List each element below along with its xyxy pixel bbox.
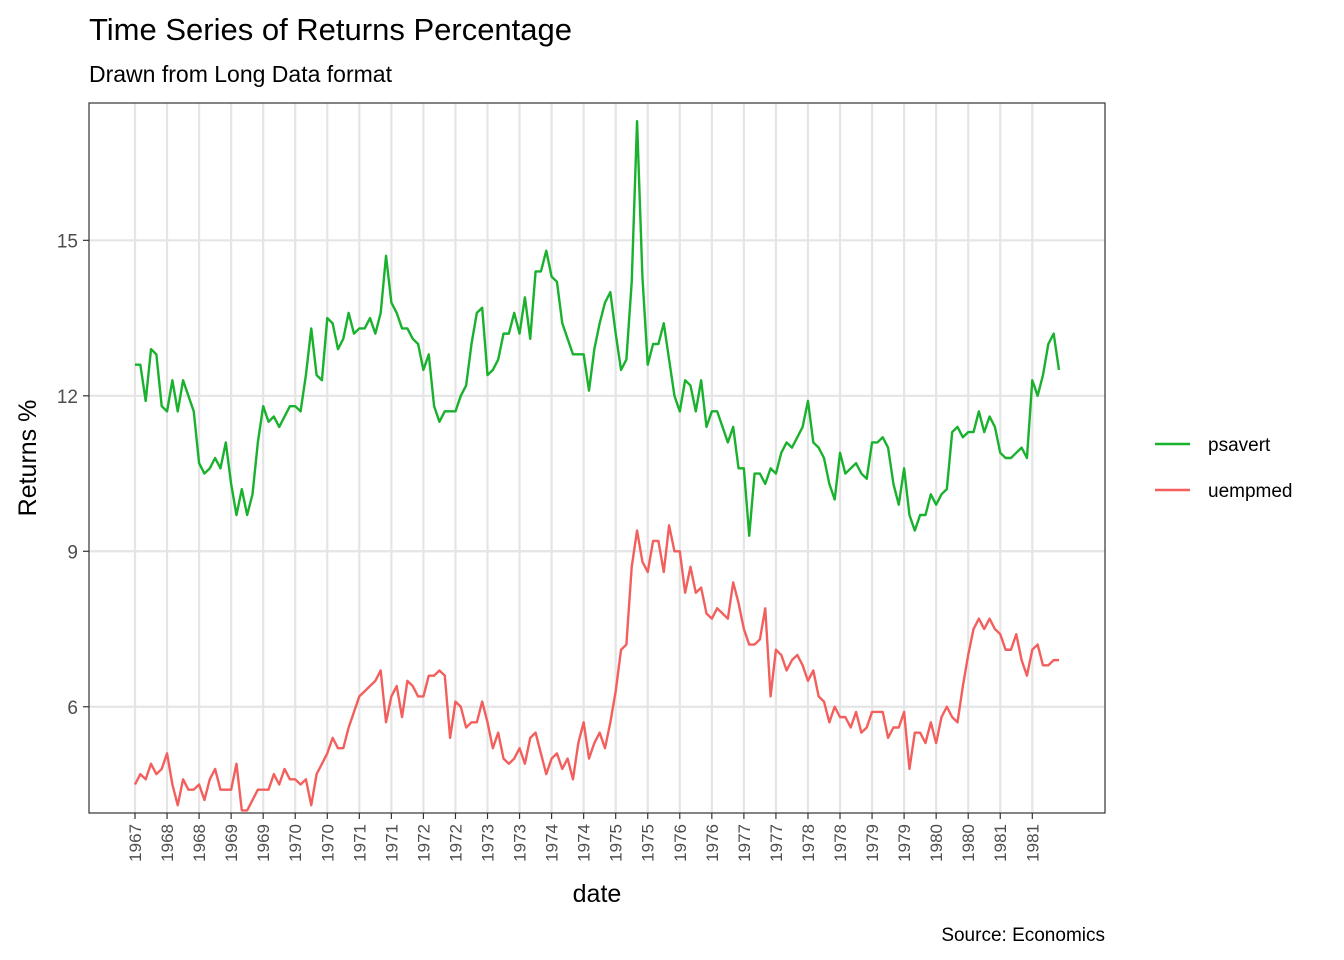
x-tick-label: 1978 [831,824,850,862]
x-tick-label: 1969 [254,824,273,862]
series-line-uempmed [133,524,1059,812]
x-tick-label: 1970 [318,824,337,862]
y-axis-label: Returns % [14,400,42,517]
x-tick-label: 1979 [863,824,882,862]
x-tick-label: 1968 [190,824,209,862]
chart-subtitle: Drawn from Long Data format [89,61,393,87]
plot-panel [88,102,1106,814]
legend-label: psavert [1208,435,1271,456]
x-tick-label: 1980 [927,824,946,862]
x-tick-label: 1971 [350,824,369,862]
x-axis-label: date [573,880,622,908]
x-tick-label: 1969 [222,824,241,862]
x-tick-label: 1972 [414,824,433,862]
x-tick-label: 1974 [575,824,594,862]
x-tick-label: 1971 [382,824,401,862]
x-axis: 1967 1968 1968 1969 1969 1970 1970 1971 1971 1972… [126,813,1042,862]
x-tick-label: 1975 [639,824,658,862]
x-tick-label: 1974 [543,824,562,862]
series-lines [133,119,1061,812]
x-tick-label: 1981 [1023,824,1042,862]
x-tick-label: 1976 [703,824,722,862]
x-tick-label: 1975 [607,824,626,862]
x-tick-label: 1968 [158,824,177,862]
plot-border [88,102,1106,814]
y-tick-label: 12 [57,387,78,408]
x-tick-label: 1977 [735,824,754,862]
x-tick-label: 1980 [959,824,978,862]
x-tick-label: 1967 [126,824,145,862]
x-tick-label: 1977 [767,824,786,862]
chart-title: Time Series of Returns Percentage [89,12,572,47]
x-tick-label: 1972 [446,824,465,862]
x-tick-label: 1978 [799,824,818,862]
x-tick-label: 1973 [511,824,530,862]
y-tick-label: 15 [57,231,78,252]
chart-caption: Source: Economics [941,925,1105,946]
y-tick-label: 6 [67,698,78,719]
x-tick-label: 1973 [479,824,498,862]
x-tick-label: 1979 [895,824,914,862]
x-tick-label: 1981 [991,824,1010,862]
legend: psavert uempmed [1155,435,1293,502]
y-tick-label: 9 [67,542,78,563]
y-axis: 6 9 12 15 [57,231,89,719]
x-tick-label: 1976 [671,824,690,862]
legend-label: uempmed [1208,481,1293,502]
series-line-psavert [135,119,1061,537]
x-tick-label: 1970 [286,824,305,862]
